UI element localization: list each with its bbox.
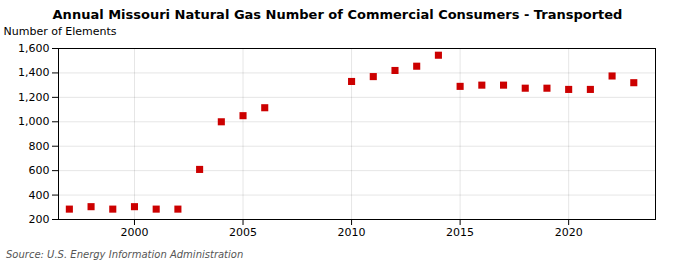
- svg-text:2000: 2000: [120, 226, 148, 239]
- svg-text:800: 800: [29, 140, 50, 153]
- svg-text:2015: 2015: [446, 226, 474, 239]
- svg-text:1,600: 1,600: [18, 42, 50, 55]
- svg-text:Number of Elements: Number of Elements: [4, 25, 117, 38]
- svg-text:1,200: 1,200: [18, 91, 50, 104]
- svg-text:200: 200: [29, 213, 50, 226]
- svg-text:2010: 2010: [338, 226, 366, 239]
- svg-text:2020: 2020: [555, 226, 583, 239]
- html-text:Source: U.S. Energy Informatio: Source: U.S. Energy Information Administ…: [6, 249, 244, 260]
- html-text:Annual Missouri Natural Gas Nu: Annual Missouri Natural Gas Number of Co…: [52, 7, 623, 22]
- svg-text:600: 600: [29, 164, 50, 177]
- svg-text:400: 400: [29, 189, 50, 202]
- svg-text:1,400: 1,400: [18, 66, 50, 79]
- svg-text:2005: 2005: [229, 226, 257, 239]
- svg-text:1,000: 1,000: [18, 115, 50, 128]
